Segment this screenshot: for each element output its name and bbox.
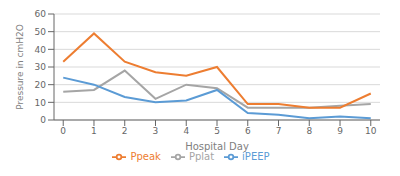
svg-text:6: 6: [245, 126, 251, 136]
svg-text:10: 10: [365, 126, 377, 136]
svg-text:9: 9: [337, 126, 343, 136]
svg-text:50: 50: [35, 27, 47, 37]
html-text:iPEEP: iPEEP: [242, 151, 270, 162]
svg-text:60: 60: [35, 9, 47, 19]
svg-text:Hospital Day: Hospital Day: [185, 141, 249, 152]
svg-text:40: 40: [35, 45, 47, 55]
svg-text:10: 10: [35, 98, 47, 108]
html-text:Pplat: Pplat: [188, 151, 215, 162]
svg-text:20: 20: [35, 80, 47, 90]
svg-text:2: 2: [122, 126, 128, 136]
svg-text:3: 3: [153, 126, 159, 136]
svg-text:Pressure in cmH2O: Pressure in cmH2O: [15, 24, 25, 110]
svg-text:1: 1: [91, 126, 97, 136]
svg-text:0: 0: [40, 115, 46, 125]
svg-text:4: 4: [183, 126, 189, 136]
svg-text:5: 5: [214, 126, 220, 136]
svg-text:8: 8: [306, 126, 312, 136]
svg-text:30: 30: [35, 62, 47, 72]
svg-text:0: 0: [60, 126, 66, 136]
svg-text:7: 7: [276, 126, 282, 136]
html-text:Ppeak: Ppeak: [130, 151, 161, 162]
